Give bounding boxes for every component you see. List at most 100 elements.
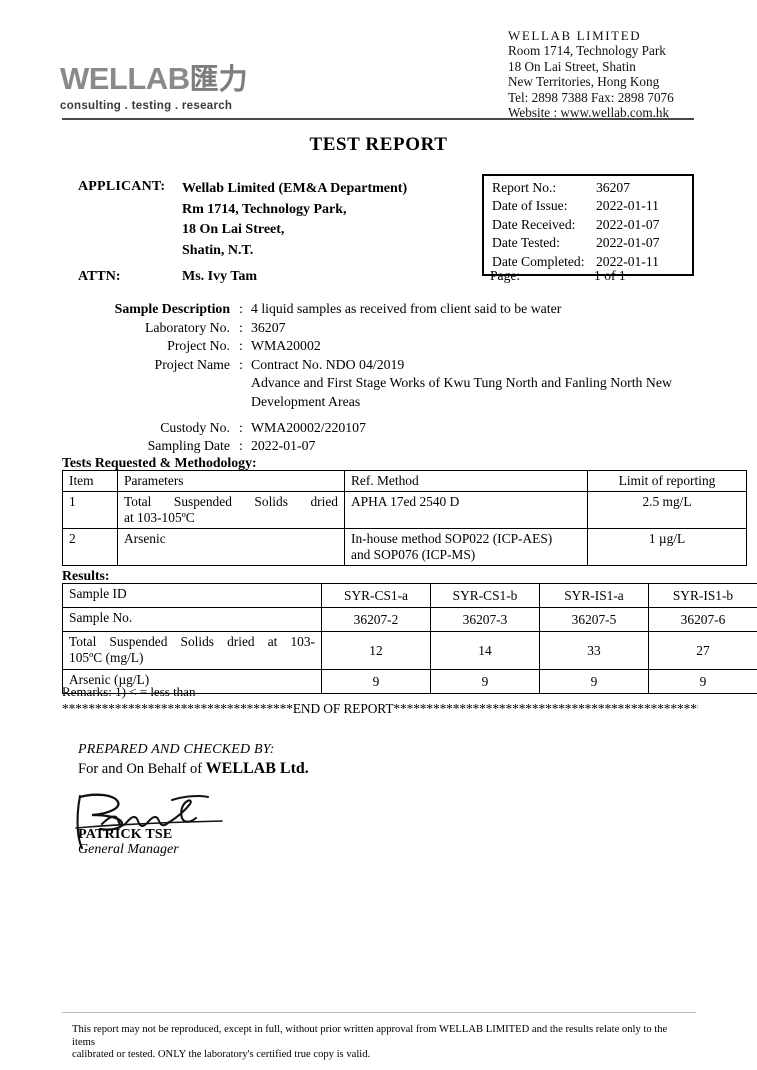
row-label-tss: Total Suspended Solids dried at 103- 105… <box>62 631 322 670</box>
table-row-sample-no: Sample No. 36207-2 36207-3 36207-5 36207… <box>62 607 757 632</box>
info-row-date-of-issue: Date of Issue: 2022-01-11 <box>484 197 692 215</box>
logo-wordmark-text: WELLAB <box>60 61 190 96</box>
cell-tss-4: 27 <box>648 631 757 670</box>
cell-sample-id-1: SYR-CS1-a <box>321 583 431 608</box>
row-label-sample-id: Sample ID <box>62 583 322 608</box>
parameter-line-2: at 103-105ºC <box>124 510 195 525</box>
cell-item-2: 2 <box>62 528 118 566</box>
prepared-and-checked-label: PREPARED AND CHECKED BY: <box>78 742 275 757</box>
custody-no-label: Custody No. <box>160 419 230 435</box>
footer-line-2: calibrated or tested. ONLY the laborator… <box>72 1049 371 1061</box>
cell-limit-1: 2.5 mg/L <box>587 491 747 529</box>
applicant-line-3: 18 On Lai Street, <box>182 222 285 237</box>
company-address-block: WELLAB LIMITED Room 1714, Technology Par… <box>508 28 718 120</box>
cell-sample-no-2: 36207-3 <box>430 607 540 632</box>
laboratory-no-label: Laboratory No. <box>144 319 230 335</box>
colon-separator: : <box>239 356 243 372</box>
info-row-date-completed: Date Completed: 2022-01-11 <box>484 253 692 271</box>
sample-description-block: Sample Description : 4 liquid samples as… <box>62 300 722 456</box>
company-website: Website : www.wellab.com.hk <box>508 105 670 121</box>
info-value-report-no: 36207 <box>596 180 630 195</box>
cell-sample-id-3: SYR-IS1-a <box>539 583 649 608</box>
signatory-name: PATRICK TSE <box>78 827 173 842</box>
table-row: 1 Total Suspended Solids dried at 103-10… <box>62 491 747 529</box>
project-no-row: Project No. : WMA20002 <box>62 337 722 356</box>
cell-sample-no-1: 36207-2 <box>321 607 431 632</box>
cell-sample-id-4: SYR-IS1-b <box>648 583 757 608</box>
info-key-date-tested: Date Tested: <box>492 235 560 251</box>
sample-description-row: Sample Description : 4 liquid samples as… <box>62 300 722 319</box>
header-divider <box>62 118 694 120</box>
company-address-line-3: New Territories, Hong Kong <box>508 74 660 90</box>
logo-tagline: consulting . testing . research <box>60 100 233 112</box>
cell-tss-2: 14 <box>430 631 540 670</box>
project-name-label: Project Name <box>154 356 230 372</box>
on-behalf-prefix: For and On Behalf of <box>78 761 206 777</box>
info-value-date-received: 2022-01-07 <box>596 216 660 232</box>
info-row-date-tested: Date Tested: 2022-01-07 <box>484 234 692 252</box>
info-row-report-no: Report No.: 36207 <box>484 179 692 197</box>
table-row-arsenic: Arsenic (µg/L) 9 9 9 9 <box>62 669 757 694</box>
cell-limit-2: 1 µg/L <box>587 528 747 566</box>
tss-label-line-2: 105ºC (mg/L) <box>69 650 144 665</box>
info-key-date-received: Date Received: <box>492 216 576 232</box>
end-of-report-line: ***********************************END O… <box>62 701 698 716</box>
cell-sample-no-4: 36207-6 <box>648 607 757 632</box>
table-row-tss: Total Suspended Solids dried at 103- 105… <box>62 631 757 670</box>
colon-separator: : <box>239 319 243 335</box>
info-key-report-no: Report No.: <box>492 180 557 195</box>
project-no-value: WMA20002 <box>251 338 321 354</box>
info-value-date-completed: 2022-01-11 <box>596 253 659 269</box>
footer-disclaimer: This report may not be reproduced, excep… <box>72 1024 692 1062</box>
applicant-label: APPLICANT: <box>78 179 166 194</box>
row-label-sample-no: Sample No. <box>62 607 322 632</box>
on-behalf-line: For and On Behalf of WELLAB Ltd. <box>78 760 309 778</box>
column-header-limit-of-reporting: Limit of reporting <box>587 470 747 492</box>
laboratory-no-row: Laboratory No. : 36207 <box>62 319 722 338</box>
signatory-title: General Manager <box>78 842 179 857</box>
colon-separator: : <box>239 419 243 435</box>
remarks-text: Remarks: 1) < = less than <box>62 684 196 699</box>
column-header-parameters: Parameters <box>117 470 345 492</box>
signature-mark <box>72 790 312 850</box>
wellab-logo: WELLAB匯力 consulting . testing . research <box>60 63 340 112</box>
cell-parameter-1: Total Suspended Solids dried at 103-105º… <box>117 491 345 529</box>
project-no-label: Project No. <box>167 338 230 354</box>
column-header-ref-method: Ref. Method <box>344 470 588 492</box>
custody-no-value: WMA20002/220107 <box>251 419 366 435</box>
sampling-date-row: Sampling Date : 2022-01-07 <box>62 437 722 456</box>
logo-wordmark: WELLAB匯力 <box>60 63 340 95</box>
colon-separator: : <box>239 338 243 354</box>
info-value-date-tested: 2022-01-07 <box>596 235 660 251</box>
company-address-line-2: 18 On Lai Street, Shatin <box>508 58 636 74</box>
on-behalf-company: WELLAB Ltd. <box>205 760 309 777</box>
company-address-line-1: Room 1714, Technology Park <box>508 43 666 59</box>
table-row-sample-id: Sample ID SYR-CS1-a SYR-CS1-b SYR-IS1-a … <box>62 583 757 608</box>
ref-method-line-1: In-house method SOP022 (ICP-AES) <box>351 531 553 546</box>
results-heading: Results: <box>62 568 110 583</box>
footer-line-1: This report may not be reproduced, excep… <box>72 1024 668 1048</box>
cell-arsenic-3: 9 <box>539 669 649 694</box>
company-phone: Tel: 2898 7388 Fax: 2898 7076 <box>508 89 674 105</box>
table-header-row: Item Parameters Ref. Method Limit of rep… <box>62 470 747 492</box>
cell-ref-method-2: In-house method SOP022 (ICP-AES) and SOP… <box>344 528 588 566</box>
handwritten-signature-icon <box>75 793 223 850</box>
report-info-box: Report No.: 36207 Date of Issue: 2022-01… <box>482 174 694 277</box>
attn-label: ATTN: <box>78 269 121 284</box>
cell-item-1: 1 <box>62 491 118 529</box>
custody-no-row: Custody No. : WMA20002/220107 <box>62 419 722 438</box>
laboratory-no-value: 36207 <box>251 319 286 335</box>
applicant-address: Wellab Limited (EM&A Department) Rm 1714… <box>182 179 407 261</box>
results-table: Sample ID SYR-CS1-a SYR-CS1-b SYR-IS1-a … <box>62 583 757 694</box>
project-name-value: Contract No. NDO 04/2019 <box>251 356 405 372</box>
info-key-date-of-issue: Date of Issue: <box>492 198 568 214</box>
project-name-row: Project Name : Contract No. NDO 04/2019 <box>62 356 722 375</box>
project-name-continuation-2: Development Areas <box>251 393 361 409</box>
colon-separator: : <box>239 301 243 316</box>
page-value: 1 of 1 <box>594 268 626 283</box>
page-number-row: Page: 1 of 1 <box>482 268 694 284</box>
sampling-date-value: 2022-01-07 <box>251 438 316 454</box>
document-header: WELLAB匯力 consulting . testing . research… <box>0 0 757 122</box>
sample-description-value: 4 liquid samples as received from client… <box>251 301 562 316</box>
